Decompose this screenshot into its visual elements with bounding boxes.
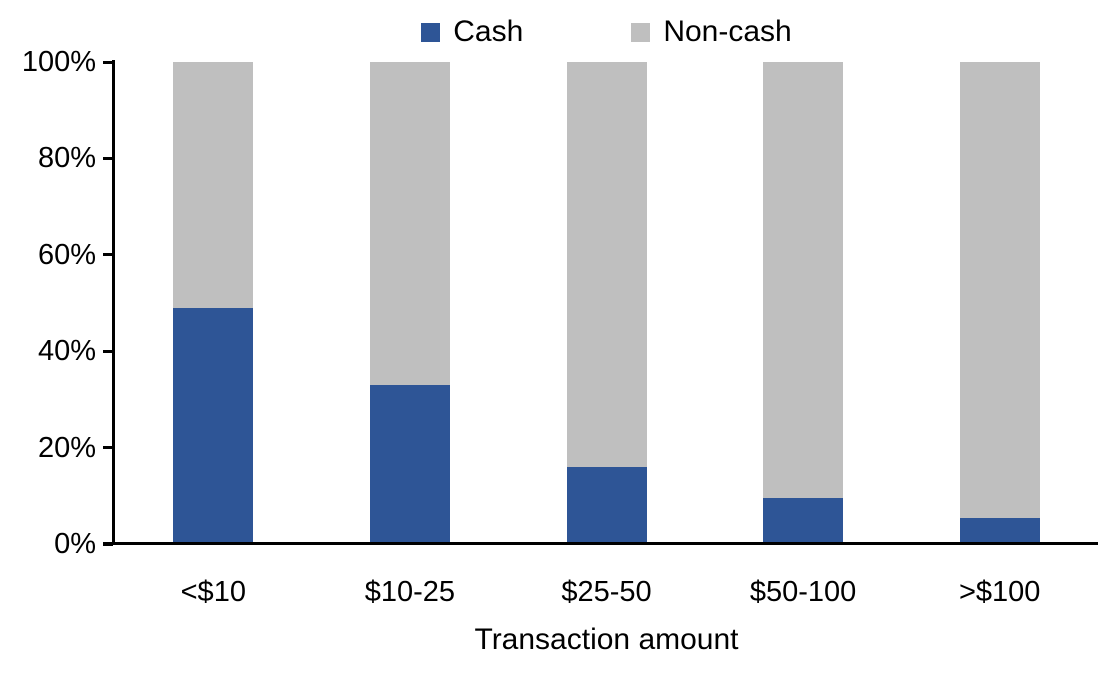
legend-label: Non-cash [663,15,792,48]
bar--100 [959,62,1040,544]
bar--10 [173,62,254,544]
bar-segment-non-cash [763,62,844,499]
bar-segment-non-cash [369,62,450,385]
x-tick-label: $25-50 [561,576,652,608]
x-axis-line [103,542,1098,545]
bar--50-100 [763,62,844,544]
y-tick-label: 80% [37,142,96,175]
y-tick-label: 40% [37,335,96,368]
y-tick-label: 100% [21,46,96,78]
x-tick-label: $10-25 [364,576,456,608]
x-axis-title: Transaction amount [474,623,739,656]
y-tick [103,446,113,450]
y-tick-label: 20% [37,431,96,464]
bar-segment-cash [369,384,450,544]
x-tick-label: <$10 [180,576,246,608]
y-tick-label: 60% [37,238,96,271]
legend: Cash Non-cash [115,12,1098,52]
bar-segment-cash [763,498,844,544]
legend-label: Cash [453,15,524,48]
y-tick [103,253,113,257]
y-tick [103,60,113,64]
y-tick-label: 0% [54,528,96,560]
y-axis-line [112,60,115,545]
y-tick [103,349,113,353]
bar--25-50 [566,62,647,544]
bar-segment-non-cash [959,62,1040,518]
bar-segment-non-cash [566,62,647,467]
bar-segment-cash [959,517,1040,544]
bar--10-25 [369,62,450,544]
legend-marker-non-cash-icon [631,22,651,42]
legend-item-non-cash: Non-cash [631,15,792,49]
legend-item-cash: Cash [421,15,523,49]
y-tick [103,156,113,160]
bar-segment-cash [173,307,254,544]
x-tick-label: $50-100 [749,576,857,608]
plot-area [115,62,1098,544]
bar-segment-cash [566,466,647,544]
x-tick-label: >$100 [958,576,1041,608]
legend-marker-cash-icon [421,22,441,42]
bar-segment-non-cash [173,62,254,308]
